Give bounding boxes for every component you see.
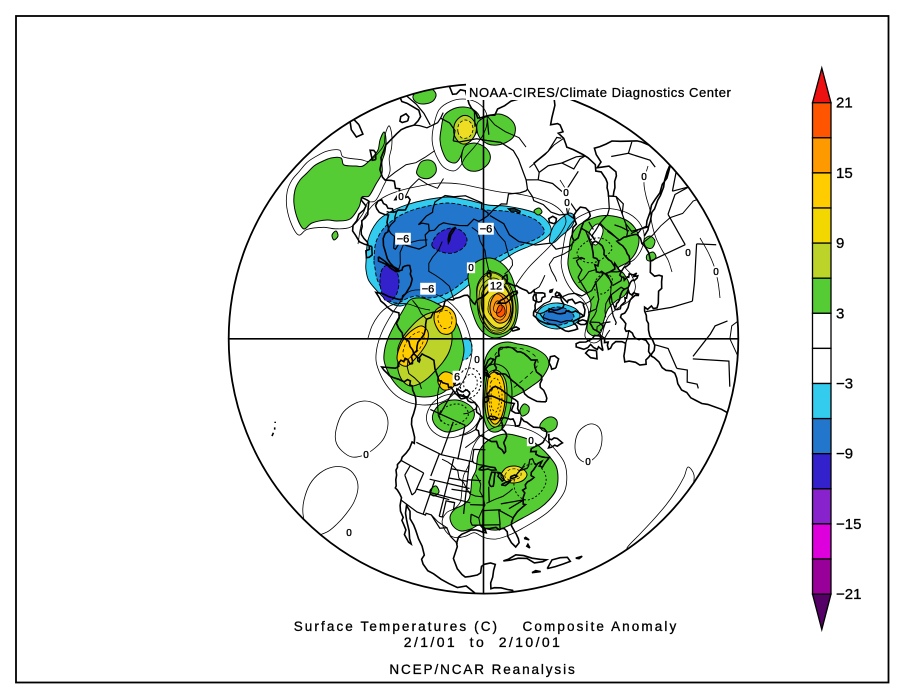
svg-text:−3: −3	[836, 375, 853, 392]
svg-text:3: 3	[836, 305, 844, 322]
svg-text:12: 12	[490, 280, 502, 292]
svg-text:−21: −21	[836, 586, 861, 603]
svg-text:0: 0	[563, 188, 569, 199]
svg-text:−9: −9	[836, 446, 853, 463]
svg-text:0: 0	[585, 457, 591, 468]
svg-text:−6: −6	[397, 233, 410, 245]
svg-text:−6: −6	[480, 223, 493, 235]
svg-text:0: 0	[474, 355, 480, 366]
svg-text:−15: −15	[836, 516, 861, 533]
svg-text:0: 0	[685, 248, 691, 259]
svg-text:0: 0	[641, 172, 647, 183]
svg-text:9: 9	[836, 235, 844, 252]
svg-text:0: 0	[468, 263, 474, 274]
svg-text:2/1/01 to 2/10/01: 2/1/01 to 2/10/01	[404, 634, 562, 650]
svg-text:NCEP/NCAR Reanalysis: NCEP/NCAR Reanalysis	[389, 662, 576, 677]
svg-text:6: 6	[454, 371, 460, 383]
svg-text:0: 0	[564, 198, 570, 209]
svg-text:0: 0	[346, 528, 352, 539]
svg-text:15: 15	[836, 165, 853, 182]
svg-text:21: 21	[836, 95, 853, 112]
svg-text:0: 0	[363, 450, 369, 461]
svg-text:−6: −6	[422, 283, 435, 295]
svg-text:0: 0	[398, 192, 404, 203]
svg-text:NOAA-CIRES/Climate Diagnostics: NOAA-CIRES/Climate Diagnostics Center	[469, 85, 731, 100]
svg-text:0: 0	[713, 267, 719, 278]
svg-text:0: 0	[528, 436, 534, 447]
svg-text:Surface Temperatures (C) Co: Surface Temperatures (C) Composite Anoma…	[294, 619, 679, 634]
svg-text:6: 6	[486, 268, 492, 280]
